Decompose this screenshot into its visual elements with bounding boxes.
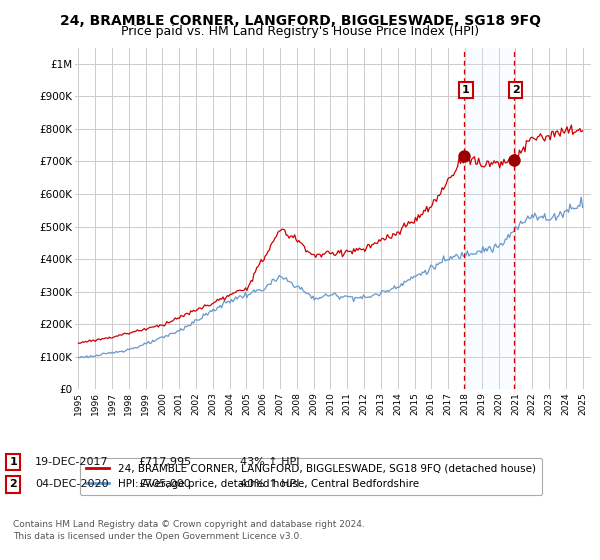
Text: 24, BRAMBLE CORNER, LANGFORD, BIGGLESWADE, SG18 9FQ: 24, BRAMBLE CORNER, LANGFORD, BIGGLESWAD…: [59, 14, 541, 28]
Text: 43% ↑ HPI: 43% ↑ HPI: [240, 457, 299, 467]
Text: Contains HM Land Registry data © Crown copyright and database right 2024.
This d: Contains HM Land Registry data © Crown c…: [13, 520, 365, 541]
Text: 2: 2: [512, 85, 520, 95]
Legend: 24, BRAMBLE CORNER, LANGFORD, BIGGLESWADE, SG18 9FQ (detached house), HPI: Avera: 24, BRAMBLE CORNER, LANGFORD, BIGGLESWAD…: [80, 458, 542, 495]
Text: 40% ↑ HPI: 40% ↑ HPI: [240, 479, 299, 489]
Text: 04-DEC-2020: 04-DEC-2020: [35, 479, 109, 489]
Text: 1: 1: [462, 85, 470, 95]
Text: 19-DEC-2017: 19-DEC-2017: [35, 457, 109, 467]
Bar: [464, 48, 514, 389]
Text: 2: 2: [10, 479, 17, 489]
Text: 1: 1: [10, 457, 17, 467]
Text: £705,000: £705,000: [138, 479, 191, 489]
Text: £717,995: £717,995: [138, 457, 191, 467]
Text: Price paid vs. HM Land Registry's House Price Index (HPI): Price paid vs. HM Land Registry's House …: [121, 25, 479, 38]
